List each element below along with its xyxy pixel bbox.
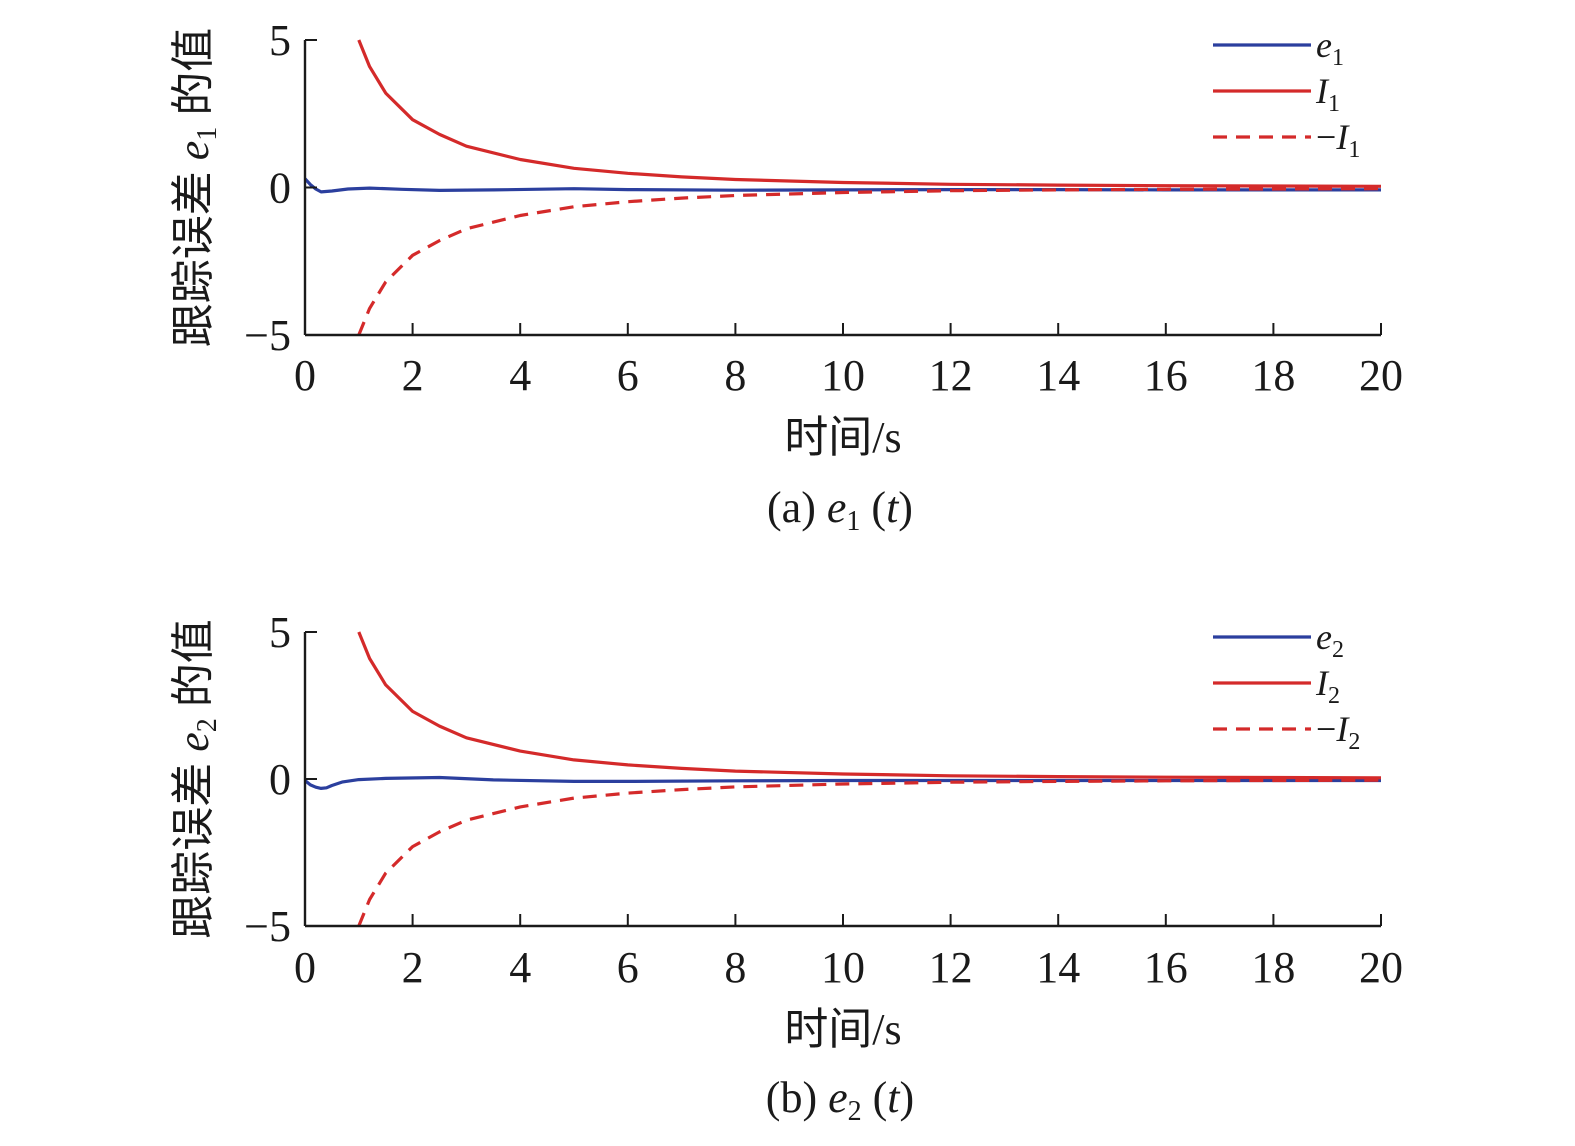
x-tick-label: 14: [1036, 943, 1080, 992]
x-tick-label: 18: [1251, 351, 1295, 400]
x-tick-label: 16: [1144, 351, 1188, 400]
x-tick-label: 4: [509, 351, 531, 400]
caption-var: e: [828, 1073, 848, 1122]
x-tick-label: 6: [617, 943, 639, 992]
legend-sub: 1: [1348, 137, 1360, 163]
y-tick-label: 5: [269, 16, 291, 65]
legend-var: I: [1315, 663, 1330, 703]
x-tick-label: 18: [1251, 943, 1295, 992]
y-label-sub: 1: [192, 127, 223, 141]
legend-var: I: [1335, 117, 1350, 157]
legend-label-e2: e2: [1316, 617, 1344, 663]
x-tick-label: 8: [724, 351, 746, 400]
y-label-var: e: [169, 732, 218, 752]
y-tick-label: −5: [244, 902, 291, 951]
x-tick-label: 8: [724, 943, 746, 992]
x-tick-label: 6: [617, 351, 639, 400]
series-line-e1: [305, 177, 1381, 194]
panel-caption: (b) e2 (t): [766, 1073, 914, 1127]
x-tick-label: 2: [402, 351, 424, 400]
series-line--I2: [357, 778, 1381, 927]
legend-var: e: [1316, 617, 1332, 657]
legend-label--I2: −I2: [1316, 709, 1360, 755]
x-tick-label: 16: [1144, 943, 1188, 992]
caption-arg: t: [887, 1073, 901, 1122]
legend-pre: −: [1316, 709, 1336, 749]
caption-arg-open: (: [862, 1073, 888, 1122]
y-tick-label: −5: [244, 311, 291, 360]
x-tick-label: 14: [1036, 351, 1080, 400]
y-axis-label: 跟踪误差 e1 的值: [169, 28, 223, 348]
x-tick-label: 0: [294, 943, 316, 992]
caption-sub: 1: [846, 506, 860, 537]
caption-sub: 2: [848, 1096, 862, 1127]
caption-arg-open: (: [860, 483, 886, 532]
x-tick-label: 20: [1359, 943, 1403, 992]
legend-sub: 2: [1332, 637, 1344, 663]
x-tick-label: 10: [821, 943, 865, 992]
legend-var: I: [1335, 709, 1350, 749]
x-tick-label: 4: [509, 943, 531, 992]
legend-sub: 2: [1348, 729, 1360, 755]
series-line-I2: [357, 631, 1381, 780]
y-label-var: e: [169, 141, 218, 161]
caption-arg-close: ): [900, 1073, 915, 1122]
legend-label-e1: e1: [1316, 25, 1344, 71]
legend-sub: 2: [1328, 683, 1340, 709]
caption-var: e: [827, 483, 847, 532]
legend-sub: 1: [1328, 91, 1340, 117]
panel-caption: (a) e1 (t): [767, 483, 913, 537]
series-line-I1: [357, 39, 1381, 188]
y-label-prefix: 跟踪误差: [169, 160, 218, 347]
y-label-suffix: 的值: [169, 619, 218, 718]
legend-label-I2: I2: [1315, 663, 1340, 709]
legend-sub: 1: [1332, 45, 1344, 71]
x-tick-label: 10: [821, 351, 865, 400]
caption-arg-close: ): [898, 483, 913, 532]
y-tick-label: 0: [269, 755, 291, 804]
y-label-suffix: 的值: [169, 28, 218, 127]
legend-pre: −: [1316, 117, 1336, 157]
x-tick-label: 12: [929, 351, 973, 400]
x-tick-label: 12: [929, 943, 973, 992]
legend-var: I: [1315, 71, 1330, 111]
legend-label--I1: −I1: [1316, 117, 1360, 163]
x-axis-label: 时间/s: [784, 413, 901, 462]
caption-prefix: (a): [767, 483, 827, 532]
series-line-e2: [305, 775, 1381, 791]
caption-prefix: (b): [766, 1073, 828, 1122]
y-tick-label: 5: [269, 608, 291, 657]
x-tick-label: 20: [1359, 351, 1403, 400]
legend-var: e: [1316, 25, 1332, 65]
series-line--I1: [357, 187, 1381, 336]
x-tick-label: 0: [294, 351, 316, 400]
y-label-prefix: 跟踪误差: [169, 752, 218, 939]
x-axis-label: 时间/s: [784, 1005, 901, 1054]
y-tick-label: 0: [269, 164, 291, 213]
x-tick-label: 2: [402, 943, 424, 992]
y-label-sub: 2: [192, 718, 223, 732]
caption-arg: t: [886, 483, 900, 532]
legend-label-I1: I1: [1315, 71, 1340, 117]
y-axis-label: 跟踪误差 e2 的值: [169, 619, 223, 939]
